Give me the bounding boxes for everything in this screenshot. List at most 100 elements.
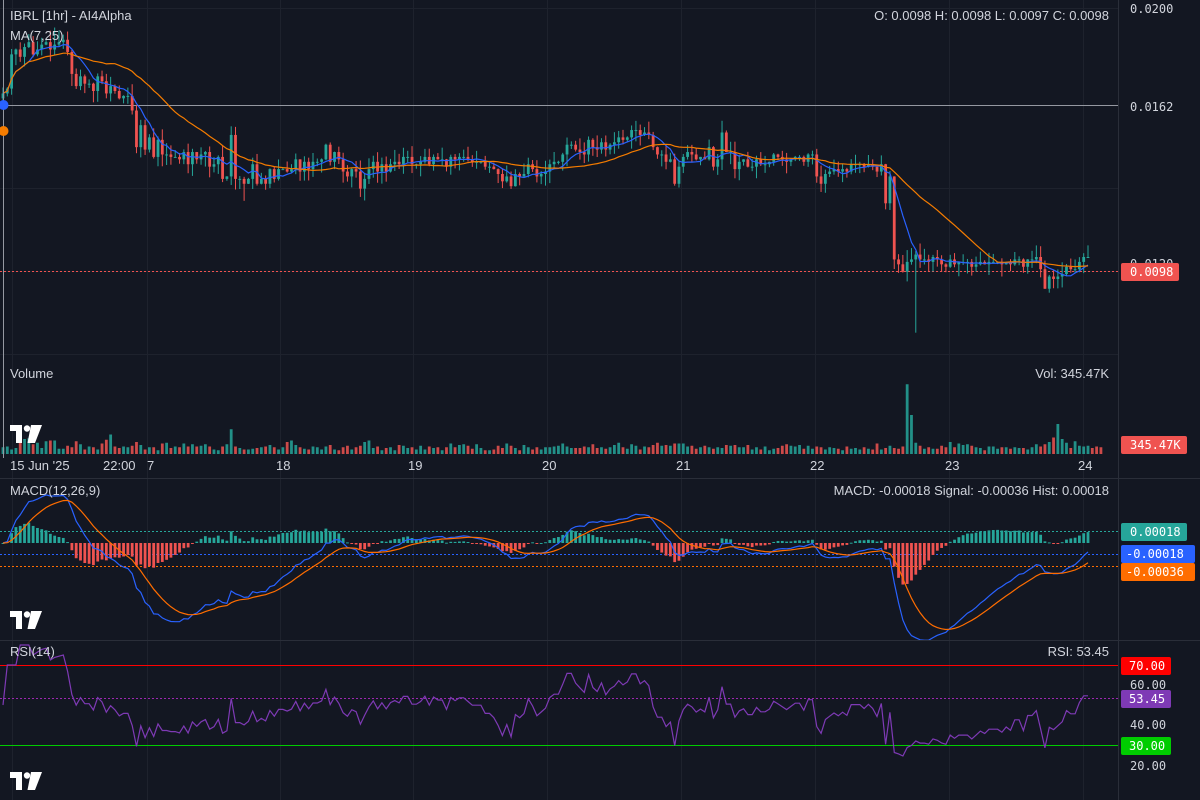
tradingview-logo[interactable] <box>10 611 42 629</box>
macd-hist-bar <box>625 539 629 543</box>
macd-hist-bar <box>755 543 758 546</box>
macd-hist-bar <box>419 539 423 543</box>
macd-hist-bar <box>526 543 530 544</box>
tradingview-logo[interactable] <box>10 425 42 443</box>
macd-hist-bar <box>513 543 517 551</box>
macd-hist-bar <box>247 541 250 543</box>
macd-hist-bar <box>574 531 578 543</box>
macd-hist-bar <box>1030 532 1034 543</box>
rsi-label[interactable]: RSI(14) <box>10 644 55 659</box>
ma25-line <box>2 52 1089 268</box>
rsi-value-tag[interactable]: 53.45 <box>1121 690 1171 708</box>
rsi-panel[interactable] <box>0 644 1118 757</box>
candle-body <box>380 164 384 172</box>
volume-bar <box>914 442 918 454</box>
macd-hist-bar <box>371 543 375 544</box>
macd-hist-bar <box>987 530 991 543</box>
candle-body <box>922 259 926 261</box>
macd-signal-tag[interactable]: -0.00036 <box>1121 563 1195 581</box>
volume-bar <box>268 445 272 454</box>
crosshair-ma25-dot[interactable] <box>0 126 9 136</box>
volume-bar <box>966 444 969 454</box>
macd-hist-bar <box>647 541 651 543</box>
volume-tag[interactable]: 345.47K <box>1121 436 1187 454</box>
macd-hist-tag[interactable]: 0.00018 <box>1121 523 1187 541</box>
volume-bar <box>892 448 896 454</box>
macd-hist-bar <box>966 533 969 543</box>
volume-bar <box>18 441 22 454</box>
price-panel[interactable] <box>0 27 1118 333</box>
macd-hist-bar <box>638 539 642 543</box>
macd-hist-bar <box>10 533 14 543</box>
volume-bar <box>552 446 556 454</box>
volume-bar <box>785 444 789 454</box>
candle-body <box>147 137 151 150</box>
macd-hist-bar <box>569 530 573 543</box>
candle-body <box>811 154 814 156</box>
candle-body <box>888 176 892 204</box>
macd-tag[interactable]: -0.00018 <box>1121 545 1195 563</box>
macd-hist-bar <box>302 530 306 543</box>
macd-hist-bar <box>264 539 268 543</box>
candle-body <box>453 156 457 160</box>
macd-hist-bar <box>802 541 806 543</box>
macd-label[interactable]: MACD(12,26,9) <box>10 483 100 498</box>
macd-hist-bar <box>449 541 453 543</box>
macd-hist-bar <box>548 539 552 543</box>
candle-body <box>897 259 900 265</box>
rsi-oversold-tag[interactable]: 30.00 <box>1121 737 1171 755</box>
candle-body <box>630 130 634 138</box>
volume-panel[interactable] <box>1 384 1103 454</box>
volume-bar <box>1095 446 1099 454</box>
candle-body <box>1086 257 1090 258</box>
candle-body <box>600 142 603 150</box>
volume-bar <box>139 445 143 454</box>
macd-hist-bar <box>871 540 875 543</box>
volume-bar <box>328 445 332 454</box>
crosshair-ma7-dot[interactable] <box>0 100 9 110</box>
macd-panel[interactable] <box>0 494 1118 641</box>
volume-bar <box>729 445 733 454</box>
volume-bar <box>1013 447 1017 454</box>
macd-hist-tag-text: 0.00018 <box>1130 525 1181 539</box>
macd-hist-bar <box>1060 542 1064 544</box>
candle-body <box>31 42 35 55</box>
candle-body <box>130 95 134 111</box>
tradingview-logo[interactable] <box>10 772 42 790</box>
macd-hist-bar <box>901 543 905 585</box>
candle-body <box>1052 276 1055 279</box>
candle-body <box>664 154 668 162</box>
macd-hist-bar <box>634 538 638 543</box>
macd-hist-bar <box>806 540 810 543</box>
volume-bar <box>346 445 349 454</box>
macd-hist-bar <box>862 540 866 543</box>
macd-hist-bar <box>582 535 586 543</box>
rsi-overbought-tag[interactable]: 70.00 <box>1121 657 1171 675</box>
macd-hist-bar <box>402 537 405 543</box>
volume-bar <box>311 446 315 454</box>
time-axis-tick: 22:00 <box>103 458 136 473</box>
time-axis-tick: 23 <box>945 458 959 473</box>
macd-hist-bar <box>518 543 522 550</box>
volume-bar <box>569 448 573 454</box>
volume-bar <box>402 445 405 454</box>
volume-label[interactable]: Volume <box>10 366 53 381</box>
candle-body <box>673 159 677 184</box>
candle-body <box>393 161 397 165</box>
candle-body <box>350 169 354 177</box>
volume-bar <box>419 445 423 454</box>
macd-hist-bar <box>358 543 362 550</box>
volume-bar <box>755 447 758 454</box>
ma-legend-label[interactable]: MA(7,25) <box>10 28 63 43</box>
candle-body <box>707 147 711 160</box>
candle-body <box>724 132 728 153</box>
volume-bar <box>350 449 354 454</box>
volume-bar <box>216 450 220 454</box>
candle-body <box>720 132 724 160</box>
candle-body <box>591 139 595 148</box>
candle-body <box>1056 276 1060 279</box>
volume-bar <box>522 445 526 454</box>
macd-hist-bar <box>96 543 100 562</box>
candle-body <box>320 159 324 162</box>
current-price-tag[interactable]: 0.0098 <box>1121 263 1179 281</box>
